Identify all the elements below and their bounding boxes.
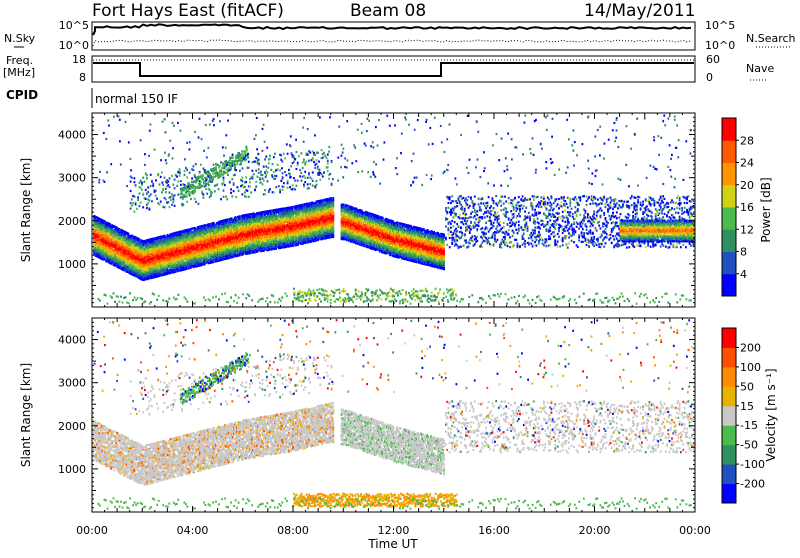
- power-cell: [213, 222, 215, 224]
- freq-left-tick-top: 18: [72, 53, 86, 66]
- noise-left-label: N.Sky: [4, 32, 36, 45]
- noise-right-label: N.Search: [746, 32, 796, 45]
- cpid-panel: CPID normal 150 IF: [6, 88, 178, 108]
- power-cell: [161, 236, 163, 238]
- power-cell: [227, 218, 229, 220]
- noise-left-tick-top: 10^5: [59, 19, 89, 32]
- noise-panel-frame: [92, 22, 695, 50]
- power-cell: [239, 254, 241, 256]
- freq-left-tick-bottom: 8: [79, 71, 86, 84]
- freq-panel: Freq. [MHz] 18 8 60 0 Nave: [3, 53, 774, 84]
- power-cell: [127, 233, 129, 235]
- freq-right-tick-bottom: 0: [706, 71, 713, 84]
- noise-right-tick-bottom: 10^0: [705, 39, 735, 52]
- freq-label-2: [MHz]: [3, 66, 35, 79]
- power-cell: [209, 223, 211, 225]
- date-title: 14/May/2011: [584, 1, 696, 21]
- power-cell: [177, 270, 179, 272]
- noise-panel: N.Sky 10^5 10^0 10^5 10^0 N.Search: [4, 19, 796, 52]
- power-cell: [237, 248, 239, 250]
- power-cell: [205, 224, 207, 226]
- cpid-label: CPID: [6, 88, 38, 102]
- power-cell: [213, 231, 215, 233]
- noise-sky-line: [93, 24, 691, 35]
- power-cell: [139, 238, 141, 240]
- noise-right-tick-top: 10^5: [705, 19, 735, 32]
- freq-right-tick-top: 60: [706, 53, 720, 66]
- noise-left-tick-bottom: 10^0: [59, 39, 89, 52]
- nave-label: Nave: [746, 62, 774, 75]
- power-panel-bg: [92, 113, 695, 307]
- cpid-text: normal 150 IF: [95, 92, 178, 106]
- noise-search-line: [93, 40, 691, 46]
- beam-title: Beam 08: [350, 1, 426, 21]
- freq-line: [93, 63, 694, 76]
- power-cell: [181, 230, 183, 232]
- power-cell: [235, 216, 237, 218]
- station-title: Fort Hays East (fitACF): [92, 1, 284, 21]
- power-cell: [270, 210, 272, 212]
